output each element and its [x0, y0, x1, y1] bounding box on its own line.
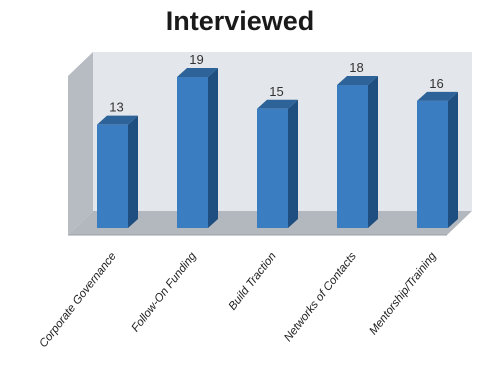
bar-front	[417, 100, 448, 228]
chart-title: Interviewed	[166, 6, 315, 36]
bar-top	[97, 115, 138, 125]
data-label: 15	[269, 84, 283, 99]
bar	[337, 75, 378, 229]
bar	[257, 99, 298, 228]
bar-front	[257, 108, 288, 228]
x-tick-label: Build Traction	[227, 250, 279, 312]
bar-side	[368, 75, 378, 229]
x-tick-label: Corporate Governance	[37, 250, 118, 350]
x-tick-labels: Corporate Governance Follow-On Funding Bui…	[37, 250, 439, 350]
x-tick-label: Mentorship/Training	[367, 250, 439, 337]
data-label: 13	[109, 100, 123, 115]
bar-side	[448, 91, 458, 228]
bar	[97, 115, 138, 228]
bar-front	[177, 77, 208, 228]
data-label: 19	[189, 52, 203, 67]
x-tick-label: Networks of Contacts	[282, 250, 359, 344]
bar-top	[257, 99, 298, 109]
bar-side	[128, 115, 138, 228]
plot-side-wall	[68, 52, 93, 235]
x-tick-label: Follow-On Funding	[130, 250, 200, 334]
bar-side	[288, 99, 298, 228]
bar-top	[417, 91, 458, 101]
data-labels: 13 19 15 18 16	[109, 52, 443, 115]
data-label: 18	[349, 60, 363, 75]
bar-top	[177, 68, 218, 77]
bar-side	[208, 68, 218, 228]
bar-top	[337, 75, 378, 85]
bar-front	[97, 124, 128, 228]
data-label: 16	[429, 76, 443, 91]
bar-front	[337, 84, 368, 229]
bar	[177, 68, 218, 228]
bar	[417, 91, 458, 228]
bar-series	[97, 68, 458, 229]
